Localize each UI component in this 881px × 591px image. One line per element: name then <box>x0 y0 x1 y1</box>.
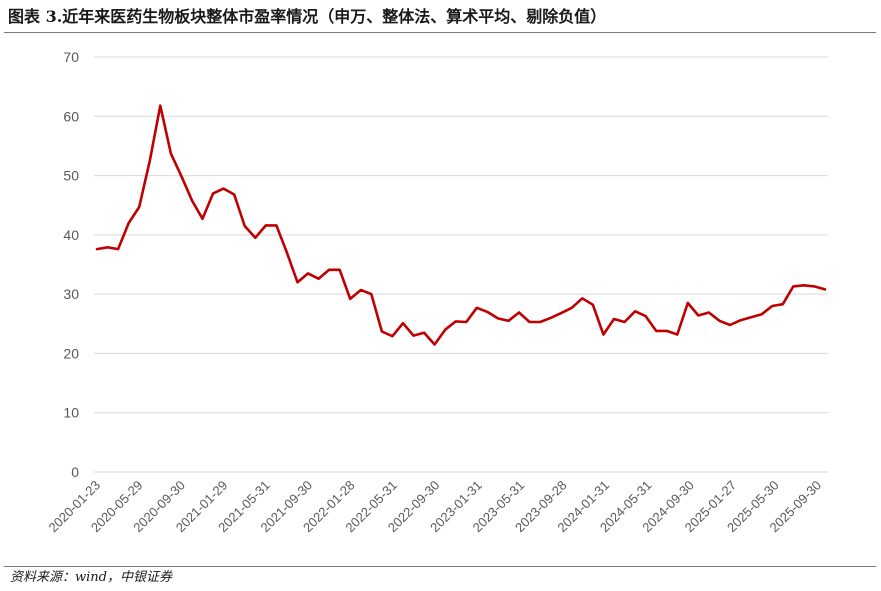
y-tick-label: 40 <box>63 227 79 243</box>
bottom-rule <box>4 566 876 567</box>
y-tick-label: 10 <box>63 405 79 421</box>
series-layer <box>95 104 827 346</box>
chart-title: 图表 3.近年来医药生物板块整体市盈率情况（申万、整体法、算术平均、剔除负值） <box>8 7 607 26</box>
source-note: 资料来源：wind，中银证券 <box>10 570 172 585</box>
y-tick-label: 20 <box>63 345 79 361</box>
y-tick-label: 60 <box>63 108 79 124</box>
pe-series-line <box>95 104 827 346</box>
y-tick-label: 70 <box>63 49 79 65</box>
x-axis-ticks: 2020-01-232020-05-292020-09-302021-01-29… <box>45 478 824 536</box>
y-tick-label: 0 <box>71 464 79 480</box>
y-axis-ticks: 0 10 20 30 40 50 60 70 <box>63 49 79 480</box>
y-tick-label: 30 <box>63 286 79 302</box>
line-chart: 0 10 20 30 40 50 60 70 2020-01-232020-05-292020… <box>45 49 828 536</box>
y-tick-label: 50 <box>63 168 79 184</box>
gridlines <box>94 56 828 473</box>
top-rule <box>4 32 876 33</box>
